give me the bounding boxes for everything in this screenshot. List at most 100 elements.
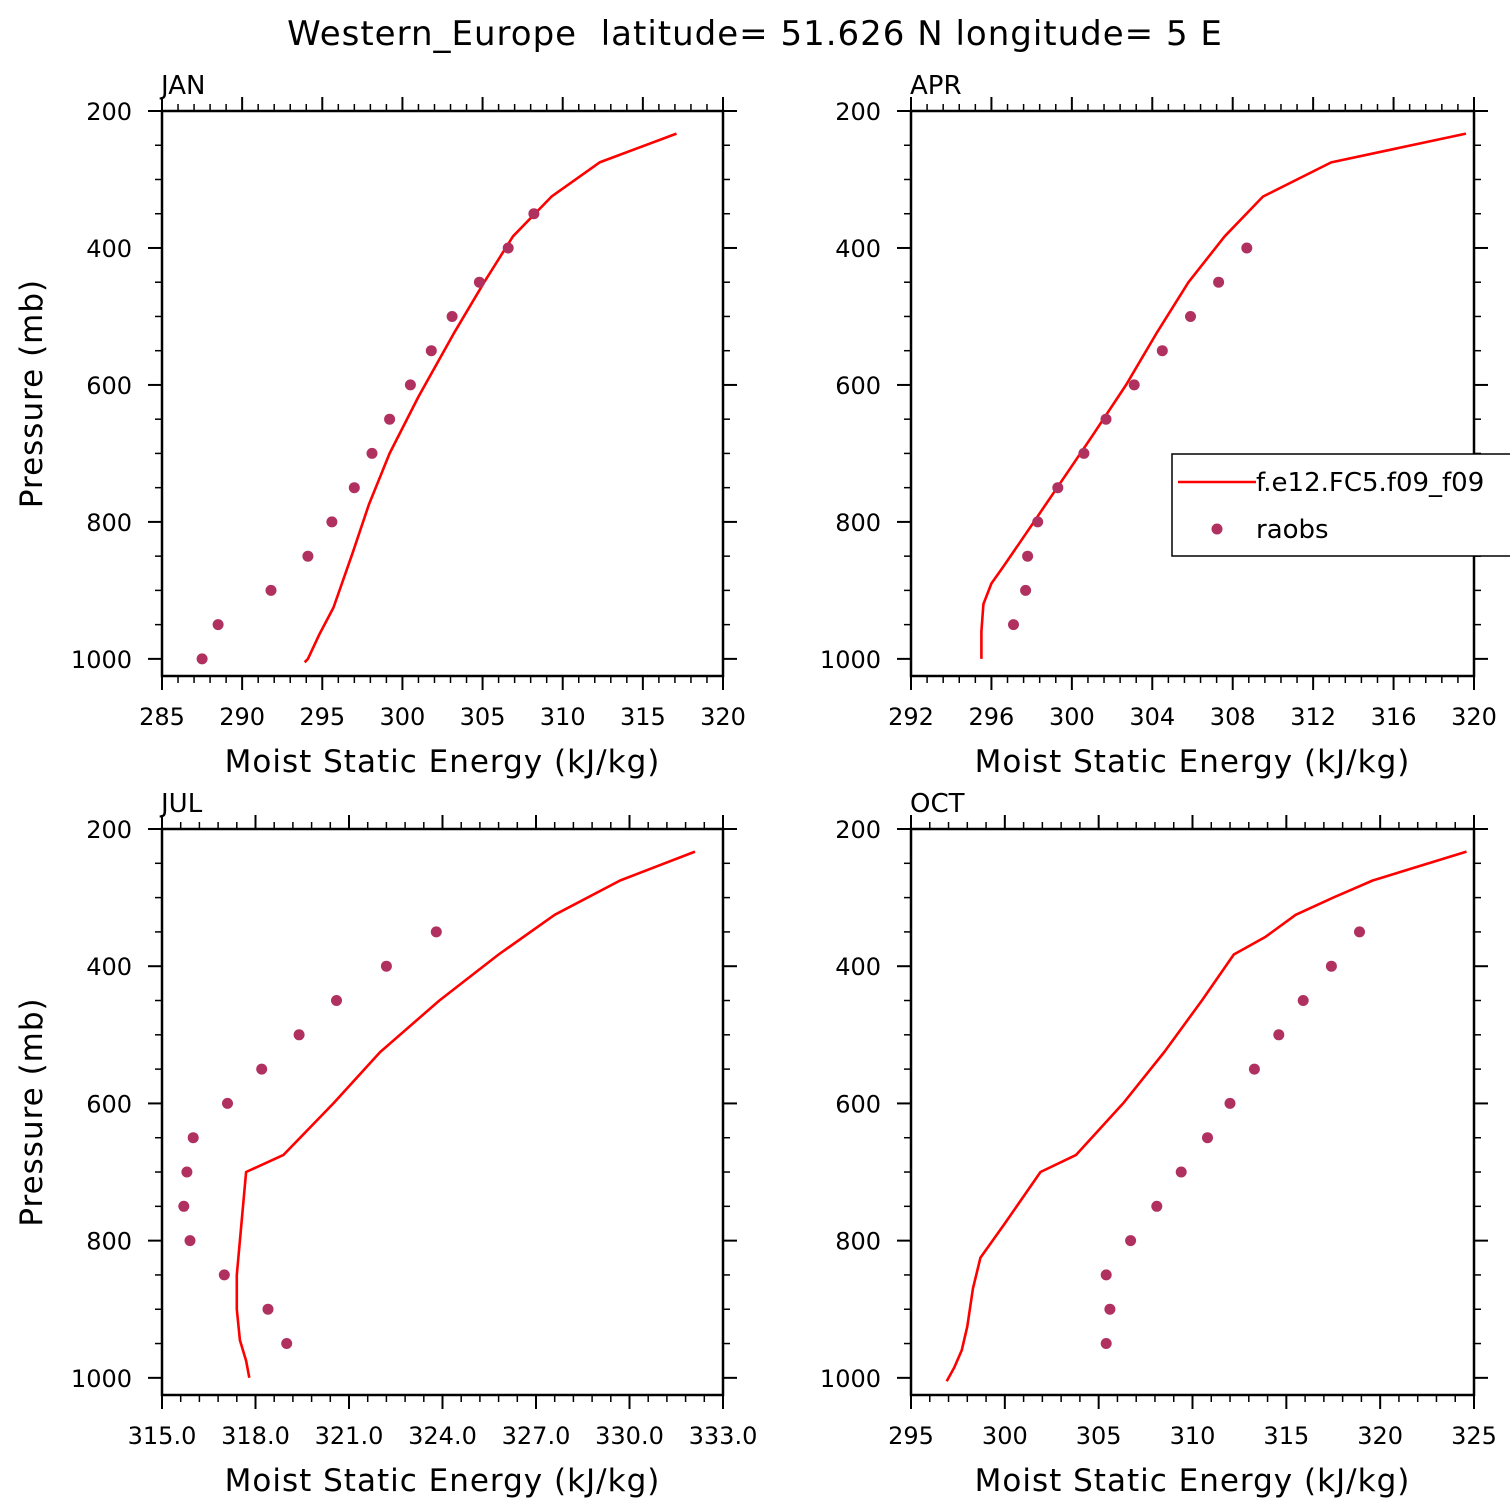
- y-tick-label: 400: [835, 953, 881, 981]
- plot-data: [980, 132, 1467, 659]
- x-tick-label: 316: [1371, 703, 1417, 731]
- raobs-point: [1022, 550, 1034, 562]
- x-tick-label: 310: [540, 703, 586, 731]
- x-axis-title: Moist Static Energy (kJ/kg): [225, 1463, 661, 1499]
- y-tick-label: 1000: [71, 1365, 132, 1393]
- raobs-point: [404, 379, 416, 391]
- raobs-point: [178, 1200, 190, 1212]
- panel-month-label: JUL: [159, 789, 203, 819]
- plot-data: [178, 850, 696, 1379]
- raobs-point: [1125, 1235, 1137, 1247]
- raobs-point: [366, 447, 378, 459]
- panel-jan: 285 290 295 300 305 310 315 320 200 400 600 800 1000…: [14, 71, 746, 780]
- raobs-point: [281, 1338, 293, 1349]
- y-axis-title: Pressure (mb): [14, 997, 50, 1226]
- x-tick-label: 310: [1170, 1422, 1216, 1450]
- x-tick-label: 318.0: [221, 1422, 290, 1450]
- x-tick-label: 290: [219, 703, 265, 731]
- x-tick-label: 324.0: [408, 1422, 477, 1450]
- y-tick-label: 800: [835, 1228, 881, 1256]
- raobs-point: [331, 995, 342, 1006]
- x-tick-label: 315: [1263, 1422, 1309, 1450]
- raobs-point: [256, 1063, 268, 1075]
- y-tick-label: 800: [86, 509, 132, 537]
- x-tick-label: 295: [299, 703, 345, 731]
- raobs-point: [1052, 482, 1064, 494]
- x-tick-label: 330.0: [595, 1422, 664, 1450]
- plot-data: [196, 132, 677, 665]
- x-tick-label: 312: [1290, 703, 1336, 731]
- y-tick-label: 600: [86, 372, 132, 400]
- model-profile-line: [980, 132, 1467, 659]
- raobs-point: [293, 1029, 305, 1041]
- y-tick-label: 800: [835, 509, 881, 537]
- x-tick-label: 315.0: [128, 1422, 197, 1450]
- panel-month-label: OCT: [910, 789, 965, 819]
- x-tick-label: 305: [460, 703, 506, 731]
- x-tick-label: 320: [1357, 1422, 1403, 1450]
- raobs-point: [1078, 447, 1090, 459]
- raobs-point: [1104, 1303, 1116, 1315]
- raobs-point: [1297, 995, 1309, 1006]
- x-tick-label: 300: [380, 703, 426, 731]
- y-axis-title: Pressure (mb): [14, 279, 50, 508]
- legend-label-obs: raobs: [1256, 515, 1329, 545]
- y-tick-label: 400: [86, 235, 132, 263]
- x-tick-label: 333.0: [689, 1422, 758, 1450]
- x-axis-title: Moist Static Energy (kJ/kg): [975, 744, 1411, 780]
- y-tick-label: 1000: [820, 646, 881, 674]
- y-tick-label: 1000: [71, 646, 132, 674]
- plot-frame: [909, 827, 1476, 1397]
- raobs-point: [528, 208, 540, 220]
- plot-data: [945, 850, 1467, 1382]
- x-tick-label: 292: [888, 703, 934, 731]
- raobs-point: [212, 619, 224, 631]
- plot-frame: [909, 109, 1476, 678]
- model-profile-line: [945, 850, 1467, 1382]
- x-axis-title: Moist Static Energy (kJ/kg): [225, 744, 661, 780]
- y-tick-label: 600: [835, 1090, 881, 1118]
- y-tick-label: 800: [86, 1228, 132, 1256]
- raobs-point: [1100, 413, 1112, 425]
- raobs-point: [473, 276, 485, 288]
- x-tick-label: 320: [700, 703, 746, 731]
- y-tick-label: 200: [835, 816, 881, 844]
- raobs-point: [1020, 584, 1032, 596]
- x-tick-label: 300: [982, 1422, 1028, 1450]
- x-tick-label: 320: [1451, 703, 1497, 731]
- raobs-point: [1202, 1132, 1213, 1144]
- raobs-point: [446, 311, 458, 322]
- raobs-point: [265, 584, 277, 596]
- raobs-point: [196, 653, 208, 665]
- raobs-point: [1185, 311, 1196, 322]
- x-tick-label: 327.0: [502, 1422, 571, 1450]
- y-tick-label: 1000: [820, 1365, 881, 1393]
- legend-label-model: f.e12.FC5.f09_f09: [1256, 468, 1484, 498]
- x-axis-title: Moist Static Energy (kJ/kg): [975, 1463, 1411, 1499]
- raobs-point: [502, 242, 514, 254]
- panel-oct: 295 300 305 310 315 320 325 200 400 600 800 1000 OCT…: [820, 789, 1497, 1499]
- raobs-point: [380, 960, 392, 972]
- raobs-point: [1213, 276, 1225, 288]
- figure-title: Western_Europe latitude= 51.626 N longit…: [287, 14, 1223, 54]
- panel-month-label: APR: [910, 71, 962, 101]
- x-tick-label: 300: [1049, 703, 1095, 731]
- x-tick-label: 305: [1076, 1422, 1122, 1450]
- y-tick-label: 400: [835, 235, 881, 263]
- raobs-point: [384, 413, 396, 425]
- y-tick-label: 600: [86, 1090, 132, 1118]
- raobs-point: [1325, 960, 1337, 972]
- raobs-point: [1175, 1166, 1187, 1178]
- raobs-point: [262, 1303, 274, 1315]
- y-tick-label: 200: [86, 98, 132, 126]
- panel-apr: 292 296 300 304 308 312 316 320 200 400 600 800 1000…: [820, 71, 1497, 780]
- y-tick-label: 200: [835, 98, 881, 126]
- raobs-point: [222, 1097, 233, 1109]
- x-tick-label: 296: [969, 703, 1015, 731]
- raobs-point: [187, 1132, 199, 1144]
- raobs-point: [1273, 1029, 1285, 1041]
- raobs-point: [1008, 619, 1019, 631]
- raobs-point: [1100, 1338, 1112, 1349]
